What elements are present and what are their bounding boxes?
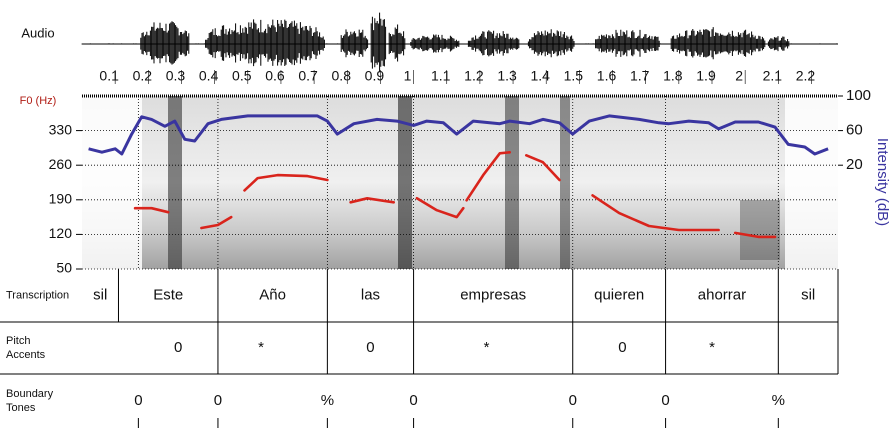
x-tick-label: 0.7 — [298, 68, 318, 84]
x-tick-label: 0.9 — [365, 68, 385, 84]
x-tick-label: 1.3 — [497, 68, 517, 84]
x-tick-label: 0.6 — [265, 68, 285, 84]
x-tick-label: 0.3 — [166, 68, 186, 84]
audio-label: Audio — [21, 25, 54, 40]
y2-tick-label: 100 — [846, 87, 871, 104]
x-tick-label: 1.8 — [663, 68, 683, 84]
tier-point-label: 0 — [214, 392, 222, 409]
plot-layer: 0.1 0.2 0.3 0.4 0.5 0.6 0.7 0.8 0.9 1 1.1 1.2 1.3 1.4… — [0, 68, 871, 428]
tier-label: Pitch — [6, 335, 30, 347]
f0-line — [133, 151, 777, 239]
tier-point-label: 0 — [134, 392, 142, 409]
interval-label: las — [361, 286, 380, 303]
interval-label: quieren — [594, 286, 644, 303]
interval-label: Este — [153, 286, 183, 303]
tier-point-label: * — [709, 339, 715, 356]
tier-point-label: 0 — [618, 339, 626, 356]
tier-point-label: * — [258, 339, 264, 356]
x-tick-label: 1.5 — [564, 68, 584, 84]
interval-label: empresas — [460, 286, 526, 303]
x-tick-label: 2.1 — [763, 68, 783, 84]
x-tick-label: 0.1 — [99, 68, 119, 84]
x-tick-label: 1 — [404, 68, 412, 84]
tier-label: Boundary — [6, 388, 54, 400]
tier-point-label: 0 — [174, 339, 182, 356]
y-tick-label: 330 — [49, 121, 73, 137]
tier-point-label: 0 — [661, 392, 669, 409]
x-tick-label: 0.5 — [232, 68, 252, 84]
tier-label: Transcription — [6, 289, 69, 301]
tier-point-label: % — [772, 392, 785, 409]
tier-point-label: 0 — [409, 392, 417, 409]
interval-label: sil — [801, 286, 815, 303]
x-tick-label: 1.9 — [696, 68, 716, 84]
intensity-line — [88, 114, 829, 156]
x-tick-label: 0.8 — [332, 68, 352, 84]
interval-label: Año — [259, 286, 286, 303]
y2-tick-label: 60 — [846, 122, 863, 139]
tier-point-label: 0 — [366, 339, 374, 356]
tier-label: Tones — [6, 402, 36, 414]
y-tick-label: 260 — [49, 156, 73, 172]
x-tick-label: 1.2 — [464, 68, 484, 84]
spectrogram — [82, 96, 838, 269]
y-tick-label: 120 — [49, 225, 73, 241]
x-tick-label: 1.1 — [431, 68, 451, 84]
intensity-axis-label: Intensity (dB) — [874, 138, 891, 226]
tier-point-label: % — [321, 392, 334, 409]
interval-label: sil — [93, 286, 107, 303]
waveform — [81, 12, 838, 73]
interval-label: ahorrar — [698, 286, 746, 303]
y-tick-label: 190 — [49, 191, 73, 207]
x-tick-label: 0.4 — [199, 68, 219, 84]
y2-tick-label: 20 — [846, 156, 863, 173]
tier-label: Accents — [6, 349, 46, 361]
f0-axis-label: F0 (Hz) — [20, 95, 57, 107]
y-tick-label: 50 — [56, 260, 72, 276]
x-tick-label: 2.2 — [796, 68, 816, 84]
tier-point-label: 0 — [569, 392, 577, 409]
x-tick-label: 2 — [735, 68, 743, 84]
x-tick-label: 1.6 — [597, 68, 617, 84]
x-tick-label: 1.7 — [630, 68, 650, 84]
x-tick-label: 1.4 — [530, 68, 550, 84]
x-tick-label: 0.2 — [133, 68, 153, 84]
tier-point-label: * — [484, 339, 490, 356]
